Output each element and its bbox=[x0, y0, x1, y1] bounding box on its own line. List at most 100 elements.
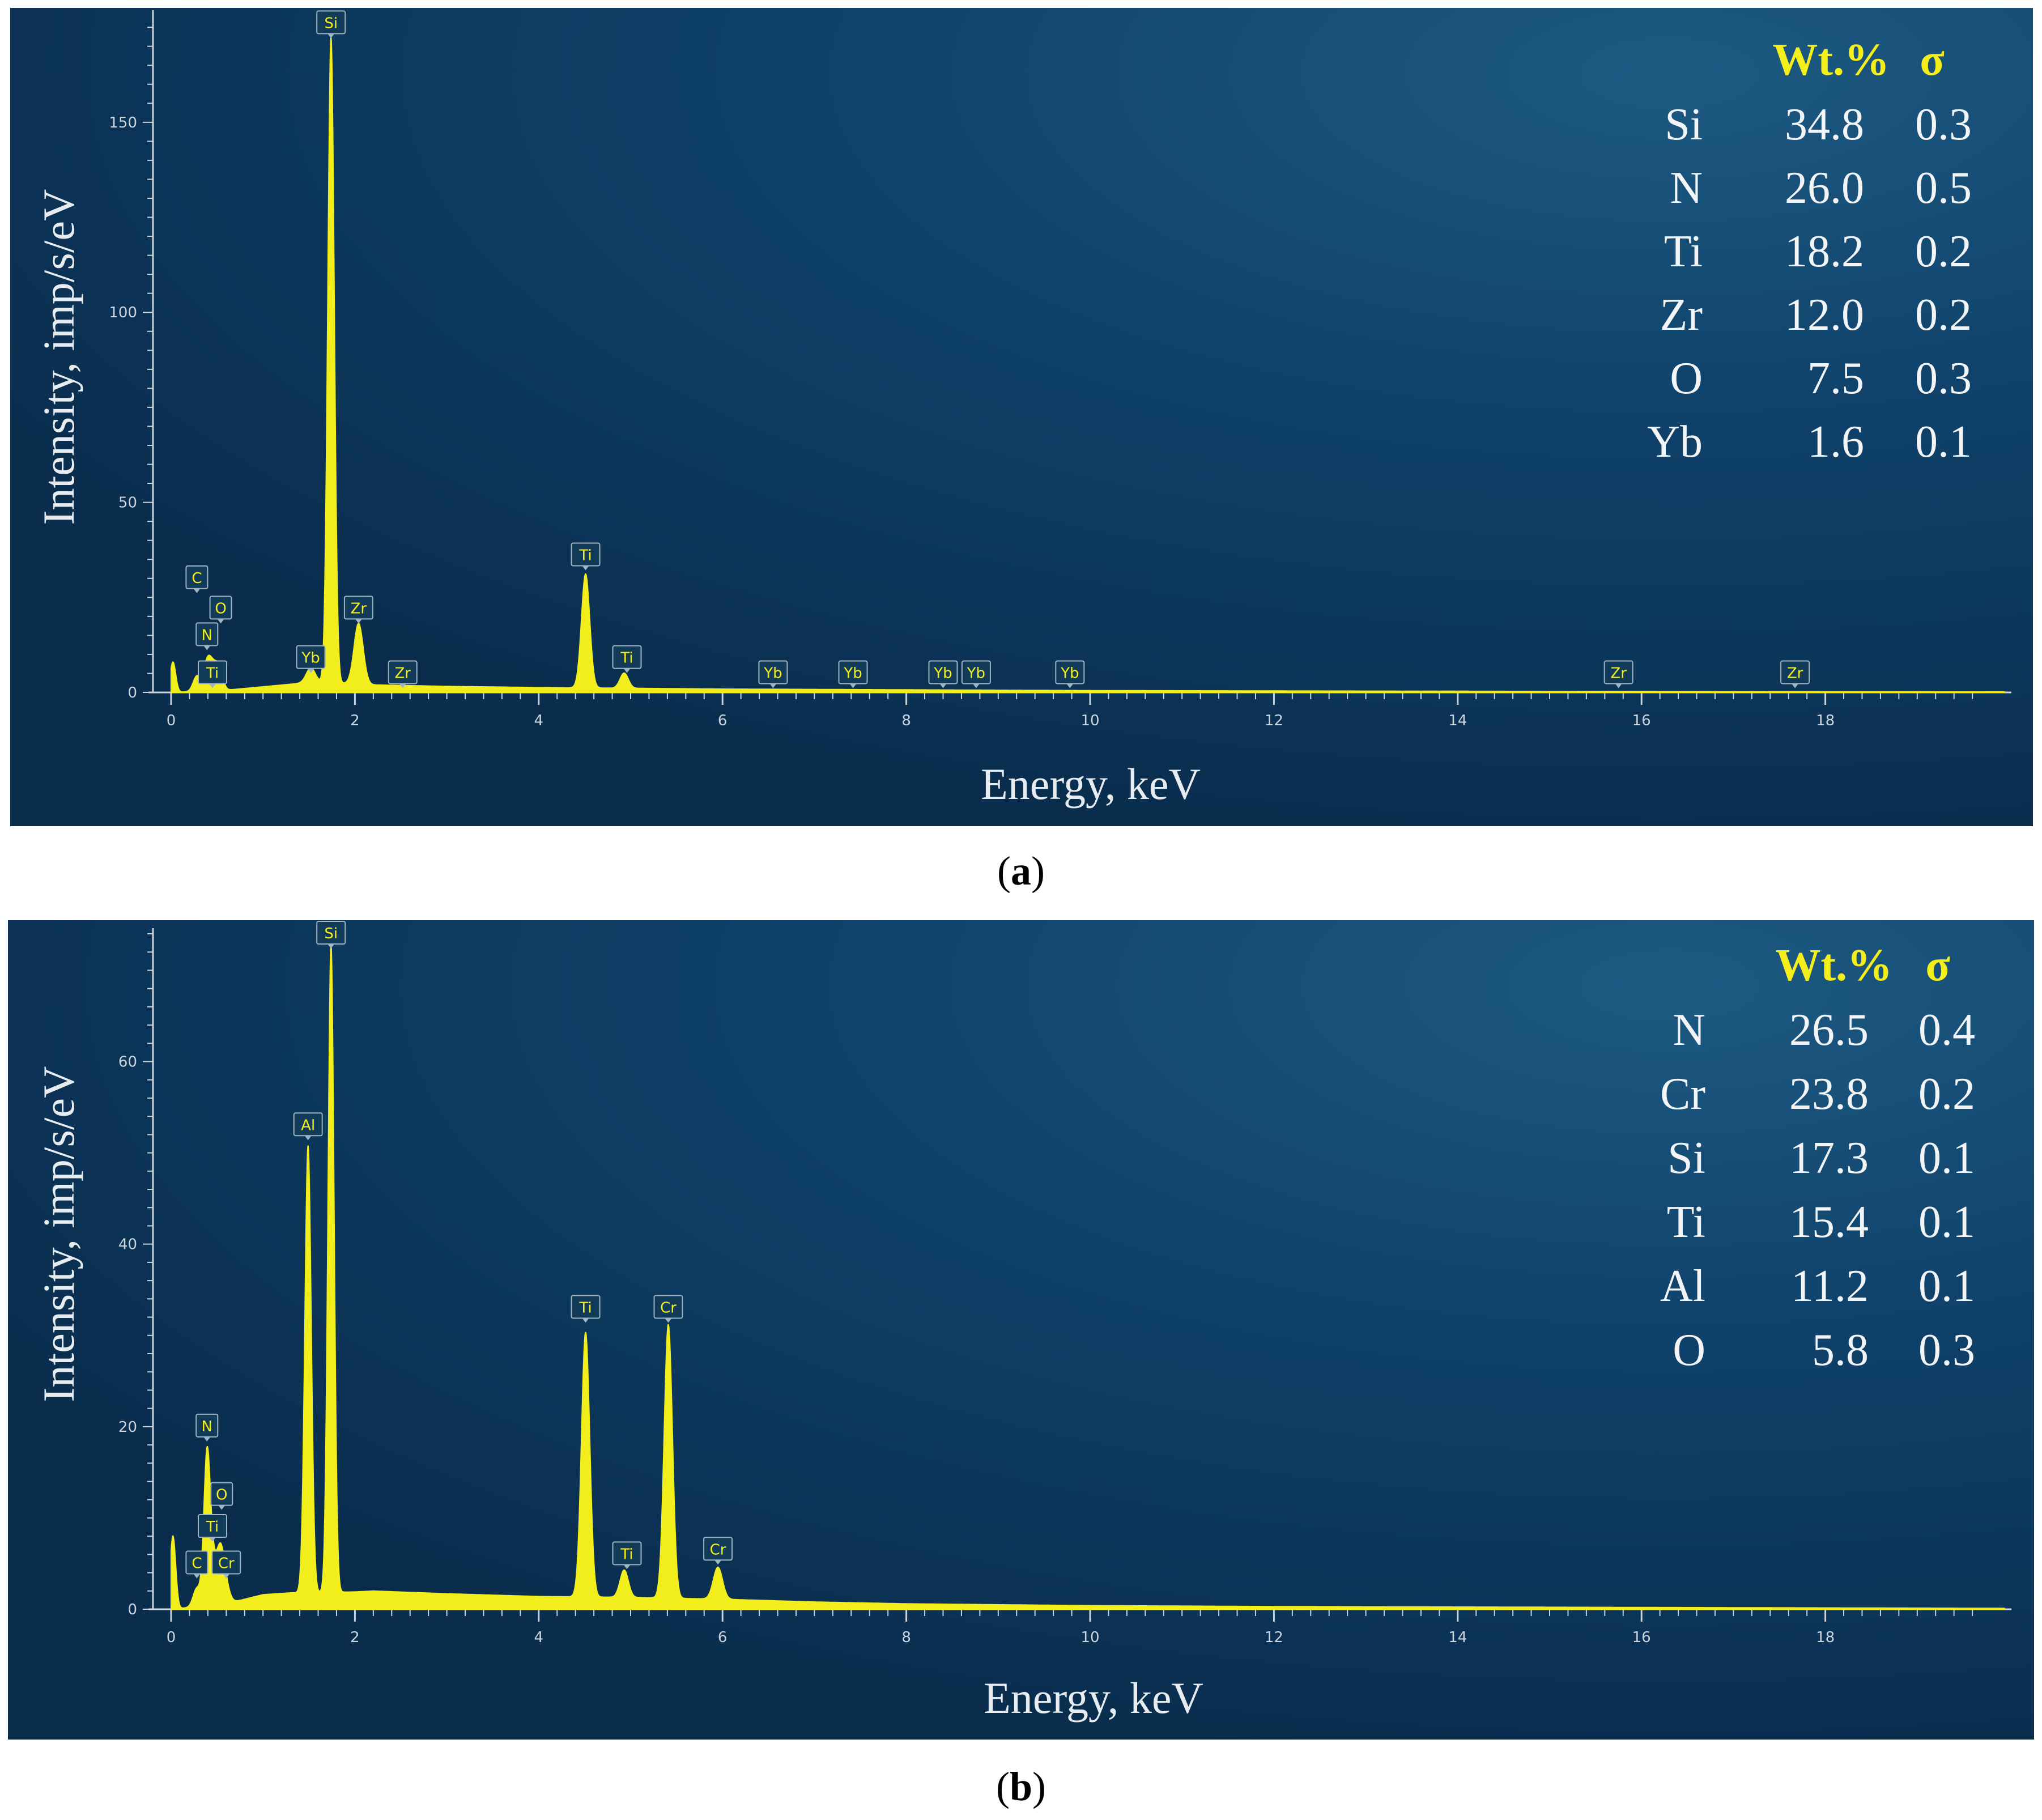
spectrum-a bbox=[171, 36, 2006, 693]
peak-label: Ti bbox=[197, 1514, 227, 1542]
peak-label-text: Si bbox=[324, 925, 338, 942]
peak-label: O bbox=[210, 1482, 233, 1510]
peak-label-text: Zr bbox=[1610, 665, 1627, 682]
x-tick-label: 6 bbox=[718, 1629, 728, 1646]
peak-label-pointer bbox=[1066, 683, 1074, 688]
peak-label-pointer bbox=[714, 1560, 722, 1565]
peak-label: C bbox=[185, 565, 209, 593]
y-tick-label: 100 bbox=[109, 304, 137, 321]
table-cell-sigma: 0.1 bbox=[1918, 1261, 1975, 1311]
table-header-wt: Wt.% bbox=[1772, 35, 1890, 85]
peak-label: Cr bbox=[703, 1537, 733, 1565]
composition-table-b: Wt.% σ N 26.5 0.4 Cr 23.8 0.2 Si 17.3 0.1 Ti 15.4 0.1… bbox=[1660, 941, 1975, 1375]
peak-label-text: C bbox=[192, 570, 202, 587]
table-cell-sigma: 0.2 bbox=[1918, 1069, 1975, 1119]
peak-label-text: Zr bbox=[1787, 665, 1803, 682]
peak-label-pointer bbox=[665, 1318, 672, 1323]
table-cell-element: Al bbox=[1660, 1261, 1705, 1311]
peak-label: N bbox=[195, 622, 219, 650]
plot-background bbox=[10, 8, 2033, 826]
x-tick-label: 18 bbox=[1816, 1629, 1835, 1646]
x-tick-label: 6 bbox=[718, 712, 728, 729]
x-tick-label: 14 bbox=[1448, 1629, 1467, 1646]
peak-label-pointer bbox=[623, 668, 631, 673]
x-tick-label: 10 bbox=[1080, 1629, 1099, 1646]
table-cell-element: Ti bbox=[1664, 227, 1703, 277]
peak-label-text: O bbox=[216, 1487, 227, 1504]
x-tick-label: 12 bbox=[1265, 712, 1283, 729]
y-axis-title: Intensity, imp/s/eV bbox=[34, 189, 83, 525]
peak-label-text: Yb bbox=[301, 650, 320, 667]
x-tick-label: 0 bbox=[167, 1629, 176, 1646]
table-cell-sigma: 0.3 bbox=[1915, 100, 1972, 150]
peak-label-text: Yb bbox=[1060, 665, 1079, 682]
table-cell-wt: 1.6 bbox=[1807, 417, 1864, 467]
peak-label-pointer bbox=[327, 33, 335, 39]
peak-label-pointer bbox=[203, 645, 211, 650]
table-cell-wt: 5.8 bbox=[1812, 1325, 1869, 1375]
peak-label-text: Cr bbox=[660, 1299, 677, 1316]
composition-table-a: Wt.% σ Si 34.8 0.3 N 26.0 0.5 Ti 18.2 0.2 Zr 12.0 0.2… bbox=[1647, 35, 1972, 467]
x-tick-label: 10 bbox=[1080, 712, 1099, 729]
peak-label-text: O bbox=[215, 600, 226, 617]
peak-label: Yb bbox=[758, 660, 788, 688]
peak-label: N bbox=[195, 1413, 219, 1441]
peak-label: Zr bbox=[388, 660, 418, 688]
peak-label-text: Zr bbox=[394, 665, 411, 682]
table-cell-wt: 26.0 bbox=[1785, 163, 1864, 213]
peak-label-text: Ti bbox=[620, 650, 633, 667]
peak-label-pointer bbox=[218, 1505, 226, 1510]
x-tick-label: 14 bbox=[1448, 712, 1467, 729]
peak-label-text: Ti bbox=[578, 1299, 592, 1316]
table-cell-element: O bbox=[1670, 354, 1703, 403]
peak-label: O bbox=[209, 596, 232, 624]
table-cell-wt: 18.2 bbox=[1785, 227, 1864, 277]
peak-label: Ti bbox=[197, 660, 227, 688]
peak-label-text: Yb bbox=[843, 665, 862, 682]
table-cell-sigma: 0.2 bbox=[1915, 290, 1972, 340]
peak-label-text: N bbox=[202, 627, 212, 644]
table-cell-wt: 23.8 bbox=[1789, 1069, 1869, 1119]
peak-label-pointer bbox=[1615, 683, 1622, 688]
peak-label: Ti bbox=[612, 1541, 642, 1570]
peak-label: Cr bbox=[653, 1295, 683, 1323]
table-cell-sigma: 0.5 bbox=[1915, 163, 1972, 213]
peak-label: C bbox=[185, 1550, 209, 1579]
peak-label-text: Yb bbox=[933, 665, 952, 682]
x-tick-label: 18 bbox=[1816, 712, 1835, 729]
peak-label-text: C bbox=[192, 1555, 202, 1572]
table-cell-sigma: 0.1 bbox=[1915, 417, 1972, 467]
peak-label-pointer bbox=[327, 944, 335, 949]
peak-label-pointer bbox=[939, 683, 947, 688]
peak-label-pointer bbox=[193, 1574, 201, 1579]
peak-label-text: Ti bbox=[206, 1519, 219, 1536]
table-cell-wt: 34.8 bbox=[1785, 100, 1864, 150]
spectrum-fill bbox=[171, 944, 2006, 1610]
panel-label-b: b bbox=[1009, 1764, 1033, 1809]
peak-label-text: Yb bbox=[763, 665, 782, 682]
panel-caption-a: (a) bbox=[997, 848, 1045, 894]
peak-label-pointer bbox=[769, 683, 777, 688]
table-cell-sigma: 0.4 bbox=[1918, 1005, 1975, 1055]
peak-label: Zr bbox=[343, 596, 373, 624]
y-tick-label: 150 bbox=[109, 114, 137, 131]
peak-label-pointer bbox=[217, 619, 224, 624]
peak-label-text: Yb bbox=[967, 665, 985, 682]
peak-label-text: Si bbox=[324, 15, 338, 32]
peak-label-pointer bbox=[399, 683, 406, 688]
y-tick-label: 0 bbox=[127, 1601, 137, 1618]
peak-label: Cr bbox=[211, 1550, 241, 1579]
table-cell-wt: 7.5 bbox=[1807, 354, 1864, 403]
table-cell-element: Zr bbox=[1660, 290, 1703, 340]
table-cell-sigma: 0.1 bbox=[1918, 1197, 1975, 1247]
peak-label-pointer bbox=[582, 565, 589, 571]
peak-label: Yb bbox=[838, 660, 868, 688]
x-tick-label: 2 bbox=[350, 1629, 360, 1646]
peak-label-pointer bbox=[849, 683, 857, 688]
peak-label-box bbox=[571, 1295, 601, 1319]
table-header-sigma: σ bbox=[1925, 941, 1950, 990]
peak-label: Ti bbox=[571, 542, 601, 571]
peak-label-pointer bbox=[304, 1136, 312, 1141]
